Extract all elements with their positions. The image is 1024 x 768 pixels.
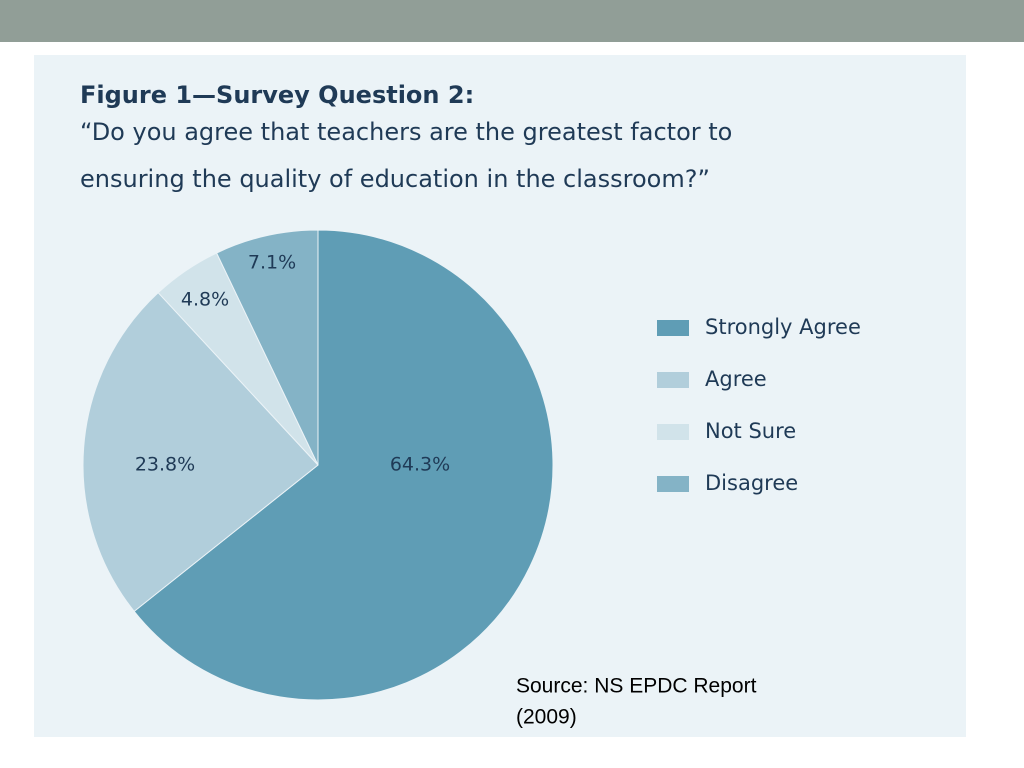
legend-swatch xyxy=(657,372,689,388)
slice-label: 23.8% xyxy=(135,454,195,476)
pie-slice xyxy=(82,291,319,613)
legend-swatch xyxy=(657,476,689,492)
slice-label: 4.8% xyxy=(181,289,229,311)
source-note: (2009) xyxy=(516,706,577,729)
source-note: Source: NS EPDC Report xyxy=(516,675,757,698)
slice-label: 64.3% xyxy=(390,454,450,476)
chart-subtitle: ensuring the quality of education in the… xyxy=(80,165,710,193)
legend-label: Not Sure xyxy=(705,419,796,443)
chart-title: Figure 1—Survey Question 2: xyxy=(80,81,474,109)
legend-swatch xyxy=(657,320,689,336)
legend-label: Agree xyxy=(705,367,767,391)
pie-slice xyxy=(215,229,319,466)
legend-label: Strongly Agree xyxy=(705,315,861,339)
pie-slice xyxy=(133,229,554,701)
legend-label: Disagree xyxy=(705,471,798,495)
top-bar xyxy=(0,0,1024,42)
slice-label: 7.1% xyxy=(248,252,296,274)
legend-swatch xyxy=(657,424,689,440)
chart-subtitle: “Do you agree that teachers are the grea… xyxy=(80,118,732,146)
